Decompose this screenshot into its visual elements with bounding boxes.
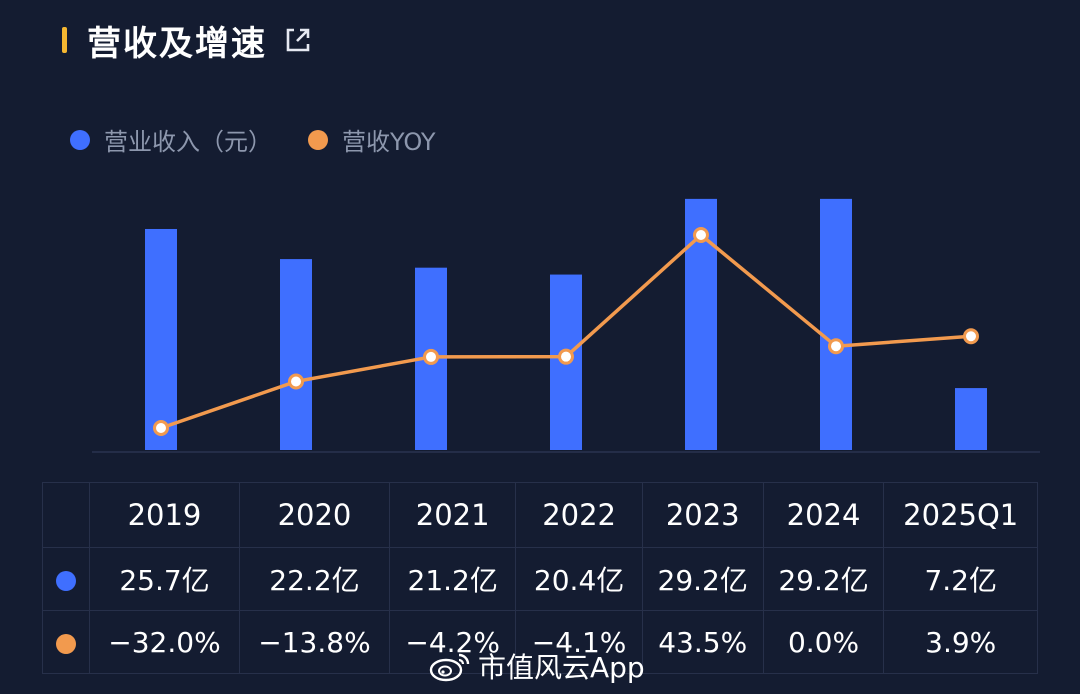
data-table: 2019 2020 2021 2022 2023 2024 2025Q1 25.… (42, 482, 1038, 674)
legend-dot-yoy (308, 129, 328, 150)
chart-title: 营收及增速 (87, 23, 267, 64)
table-header-cell: 2024 (762, 482, 885, 548)
revenue-bar-2019[interactable] (145, 228, 177, 450)
table-cell: −13.8% (238, 610, 390, 674)
revenue-chart (92, 198, 1040, 453)
table-header-cell: 2023 (641, 482, 764, 548)
yoy-point-2023[interactable] (693, 227, 709, 243)
table-row-revenue: 25.7亿 22.2亿 21.2亿 20.4亿 29.2亿 29.2亿 7.2亿 (42, 547, 1038, 611)
table-header-cell: 2021 (388, 482, 517, 548)
table-cell: 21.2亿 (388, 547, 517, 611)
legend-dot-revenue (70, 129, 90, 150)
table-marker-cell (42, 610, 90, 674)
yoy-point-2024[interactable] (828, 338, 844, 355)
table-cell: 20.4亿 (515, 547, 643, 611)
table-cell: 7.2亿 (883, 547, 1038, 611)
yoy-point-2025Q1[interactable] (963, 328, 979, 345)
table-cell: 43.5% (641, 610, 764, 674)
chart-legend: 营业收入（元） 营收YOY (70, 122, 472, 157)
watermark: 市值风云App (428, 646, 645, 686)
title-accent-bar (62, 27, 67, 53)
legend-label-revenue: 营业收入（元） (104, 128, 272, 156)
external-link-icon[interactable] (281, 23, 315, 57)
table-header-cell: 2022 (515, 482, 643, 548)
table-corner-cell (42, 482, 90, 548)
legend-item-revenue[interactable]: 营业收入（元） (70, 122, 272, 157)
legend-label-yoy: 营收YOY (342, 128, 436, 156)
table-cell: −4.2% (388, 610, 517, 674)
table-row-yoy: −32.0% −13.8% −4.2% −4.1% 43.5% 0.0% 3.9… (42, 610, 1038, 674)
watermark-text: 市值风云App (478, 651, 645, 684)
table-cell: 0.0% (762, 610, 885, 674)
revenue-bar-2024[interactable] (820, 198, 852, 450)
yoy-point-2019[interactable] (153, 420, 169, 436)
table-cell: 29.2亿 (641, 547, 764, 611)
table-cell: −4.1% (515, 610, 643, 674)
revenue-bar-2020[interactable] (280, 259, 312, 450)
revenue-bar-2025Q1[interactable] (955, 388, 987, 450)
table-cell: 3.9% (883, 610, 1038, 674)
yoy-point-2022[interactable] (558, 348, 574, 365)
table-cell: 22.2亿 (238, 547, 390, 611)
yoy-marker-dot (56, 633, 76, 654)
weibo-logo-icon (429, 653, 470, 682)
table-cell: −32.0% (89, 610, 240, 674)
table-header-cell: 2020 (238, 482, 390, 548)
table-header-row: 2019 2020 2021 2022 2023 2024 2025Q1 (42, 482, 1038, 548)
table-cell: 29.2亿 (762, 547, 885, 611)
table-marker-cell (42, 547, 90, 611)
revenue-marker-dot (56, 570, 76, 591)
table-header-cell: 2019 (89, 482, 240, 548)
legend-item-yoy[interactable]: 营收YOY (308, 122, 436, 157)
chart-header: 营收及增速 (62, 18, 315, 64)
yoy-point-2021[interactable] (423, 348, 439, 365)
table-header-cell: 2025Q1 (883, 482, 1038, 548)
yoy-point-2020[interactable] (288, 373, 304, 390)
table-cell: 25.7亿 (89, 547, 240, 611)
